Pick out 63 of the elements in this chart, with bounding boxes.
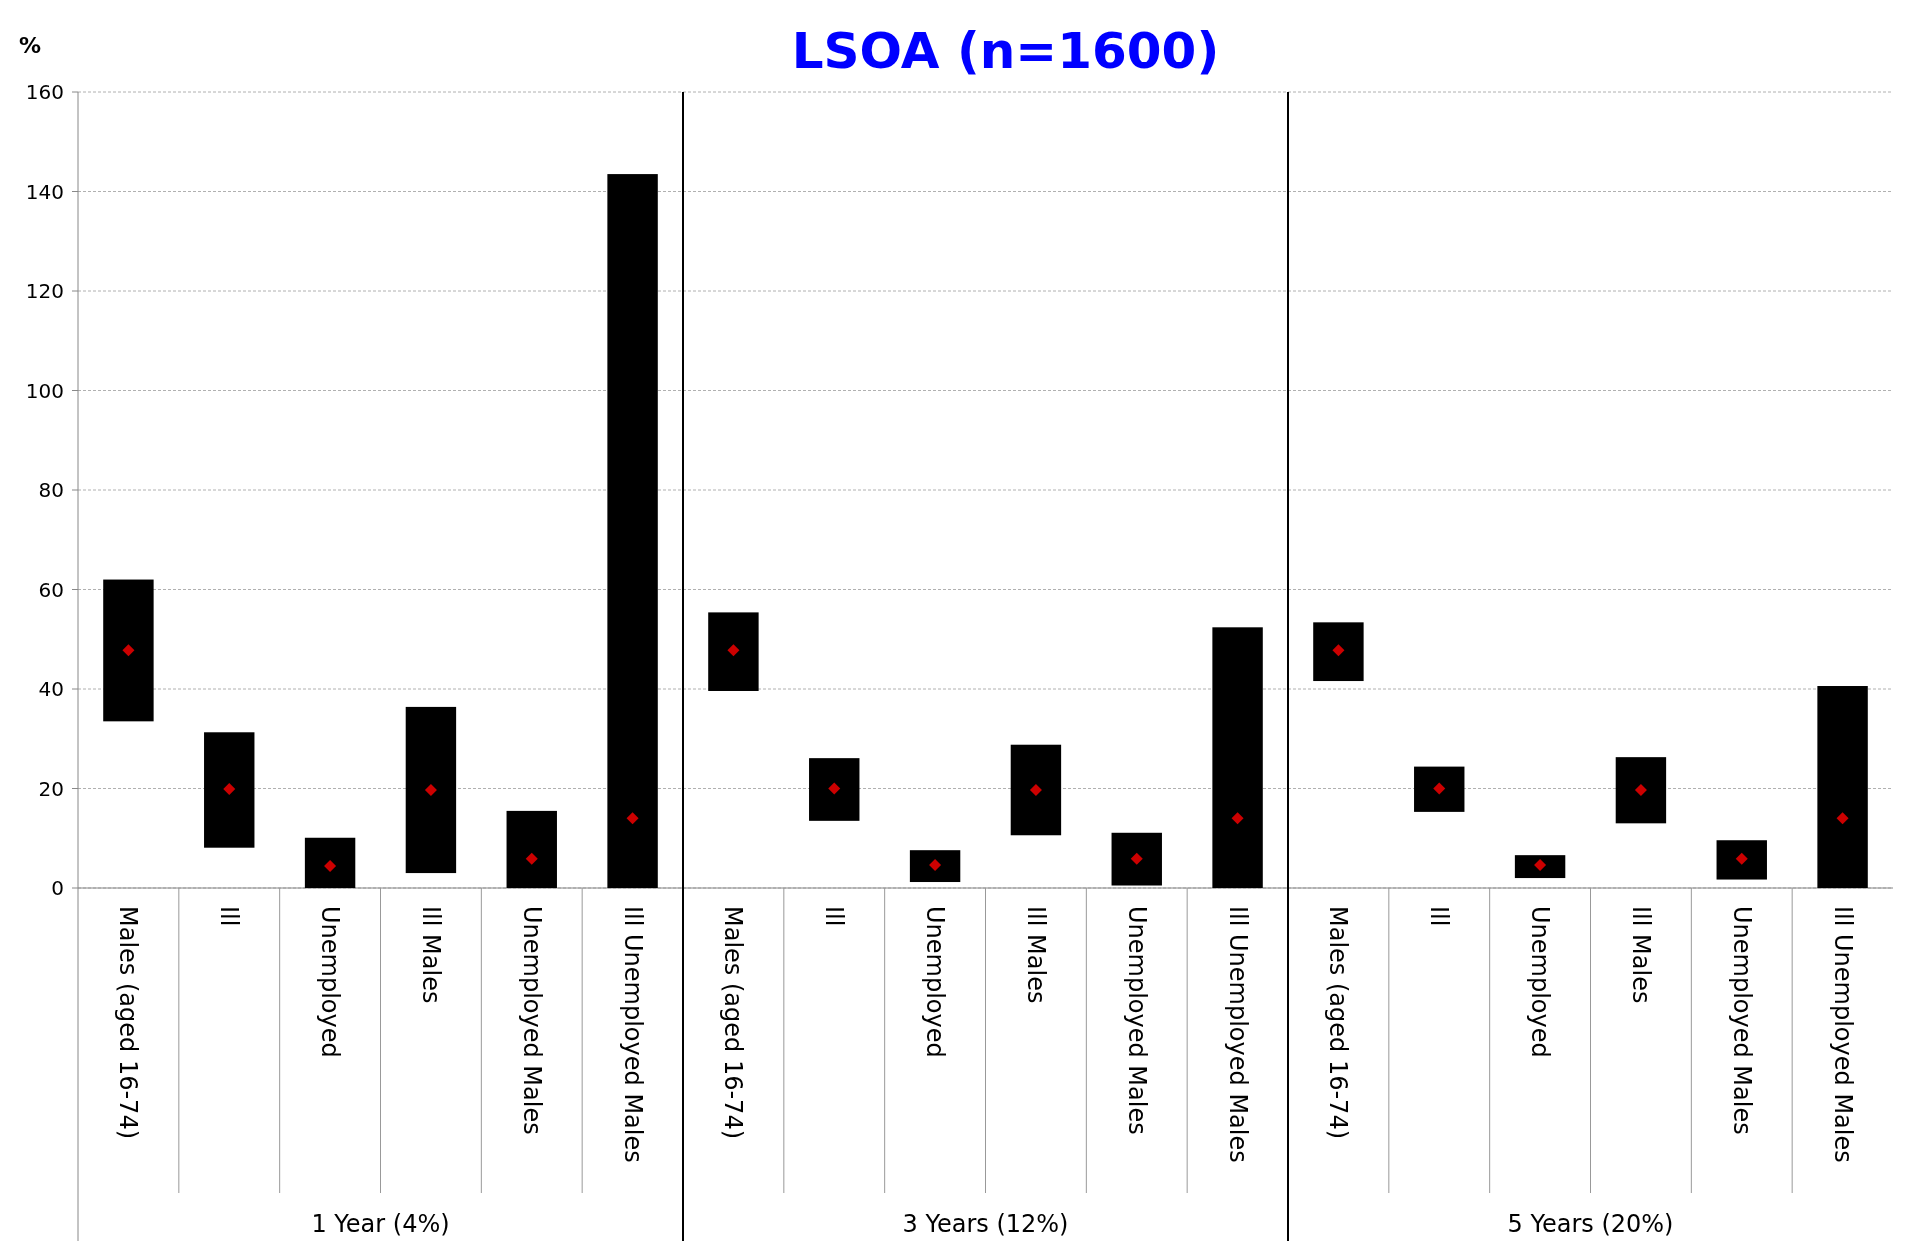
y-tick-label: 140 (25, 179, 64, 204)
x-tick-label: Ill Unemployed Males (618, 906, 647, 1163)
y-tick-label: 20 (38, 776, 64, 801)
point (122, 644, 135, 657)
point (1029, 783, 1042, 796)
bar (1615, 757, 1667, 824)
bar (103, 579, 154, 722)
y-tick-label: 120 (25, 279, 64, 303)
point (1332, 644, 1345, 657)
y-tick-label: 40 (38, 677, 64, 701)
bar (809, 758, 860, 821)
point (1836, 812, 1849, 825)
x-tick-label: Unemployed Males (1122, 906, 1151, 1135)
point (223, 783, 236, 795)
bar (1716, 840, 1767, 880)
bar (304, 837, 356, 888)
x-tick-label: Ill (1425, 906, 1454, 927)
point (525, 852, 538, 865)
bar (1212, 627, 1263, 888)
x-tick-label: Unemployed (1526, 906, 1555, 1058)
x-tick-label: Ill (820, 906, 849, 927)
bar (1514, 855, 1566, 879)
x-tick-label: Ill Males (1626, 906, 1655, 1004)
bar (1313, 622, 1364, 682)
point (828, 782, 841, 795)
bar (405, 706, 457, 874)
point (727, 644, 740, 657)
x-tick-label: Ill Males (416, 906, 445, 1004)
x-tick-label: Unemployed (316, 906, 345, 1058)
x-tick-label: Males (aged 16-74) (1324, 906, 1353, 1140)
y-tick-label: 160 (25, 80, 64, 104)
x-tick-label: Unemployed Males (517, 906, 546, 1135)
y-tick-label: 100 (25, 378, 64, 403)
x-tick-label: Ill Males (1021, 906, 1050, 1004)
y-tick-label: 0 (51, 876, 64, 900)
text: 5 Years (20%) (1507, 1210, 1674, 1238)
y-axis-title: % (18, 33, 42, 58)
bar (909, 850, 961, 883)
chart-title: LSOA (n=1600) (791, 22, 1220, 80)
bar (204, 732, 255, 848)
bar (1817, 686, 1868, 888)
y-tick-label: 60 (38, 577, 64, 602)
x-tick-label: Males (aged 16-74) (114, 906, 143, 1140)
point (626, 812, 639, 825)
text: 3 Years (12%) (902, 1210, 1069, 1238)
bar (1111, 832, 1162, 886)
point (1130, 852, 1143, 865)
x-tick-label: Ill Unemployed Males (1828, 906, 1857, 1163)
bar (607, 174, 658, 888)
y-tick-label: 80 (38, 478, 64, 502)
x-tick-label: Ill Unemployed Males (1223, 906, 1252, 1163)
x-tick-label: Males (aged 16-74) (719, 906, 748, 1140)
bar (506, 810, 557, 888)
point (424, 783, 437, 796)
text: 1 Year (4%) (311, 1210, 450, 1238)
bar (708, 612, 759, 691)
point (1634, 783, 1647, 796)
bar (1414, 766, 1465, 812)
point (1231, 812, 1244, 825)
x-tick-label: Unemployed (921, 906, 950, 1058)
x-tick-label: Ill (215, 906, 244, 927)
bar (1010, 744, 1062, 836)
x-tick-label: Unemployed Males (1727, 906, 1756, 1135)
